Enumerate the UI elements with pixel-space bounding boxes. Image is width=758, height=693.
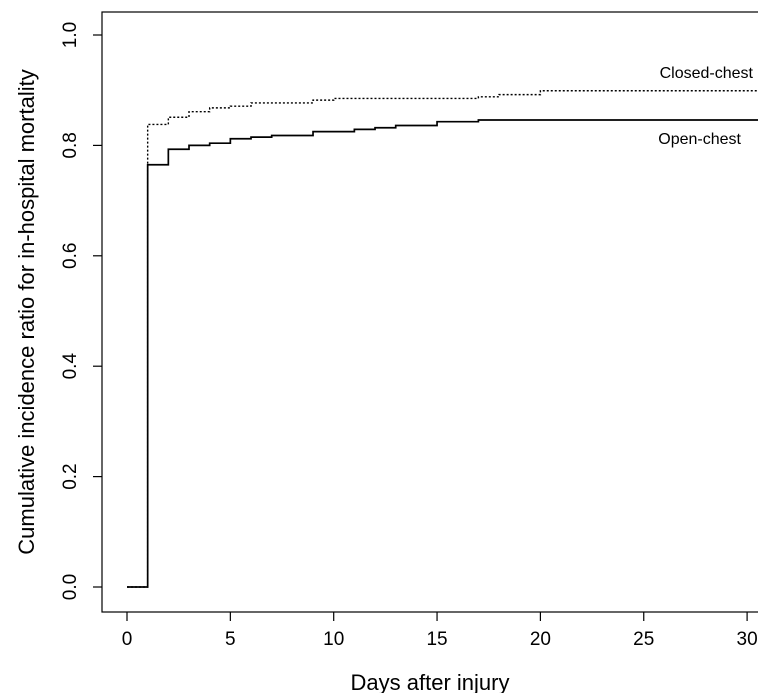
y-axis-title: Cumulative incidence ratio for in-hospit… bbox=[14, 69, 39, 554]
y-tick-label: 0.6 bbox=[60, 243, 81, 269]
y-tick-label: 0.4 bbox=[60, 353, 81, 380]
x-tick-label: 20 bbox=[530, 629, 551, 650]
x-axis-title: Days after injury bbox=[351, 670, 510, 693]
x-tick-label: 25 bbox=[633, 629, 654, 650]
series-label-open-chest: Open-chest bbox=[658, 131, 741, 148]
x-tick-label: 30 bbox=[737, 629, 758, 650]
y-tick-label: 0.2 bbox=[60, 463, 81, 489]
plot-frame bbox=[101, 11, 758, 613]
x-tick-label: 5 bbox=[225, 629, 236, 650]
x-axis: 0 5 10 15 20 25 30 bbox=[122, 612, 758, 650]
y-axis: 0.0 0.2 0.4 0.6 0.8 1.0 bbox=[60, 22, 102, 600]
y-tick-label: 1.0 bbox=[60, 22, 81, 48]
x-tick-label: 10 bbox=[323, 629, 344, 650]
y-tick-label: 0.0 bbox=[60, 574, 81, 600]
x-tick-label: 15 bbox=[426, 629, 447, 650]
series-line-open-chest bbox=[127, 119, 758, 588]
series-layer bbox=[127, 90, 758, 588]
y-tick-label: 0.8 bbox=[60, 132, 81, 158]
x-tick-label: 0 bbox=[122, 629, 133, 650]
series-line-closed-chest bbox=[127, 90, 758, 588]
series-label-closed-chest: Closed-chest bbox=[660, 65, 754, 82]
